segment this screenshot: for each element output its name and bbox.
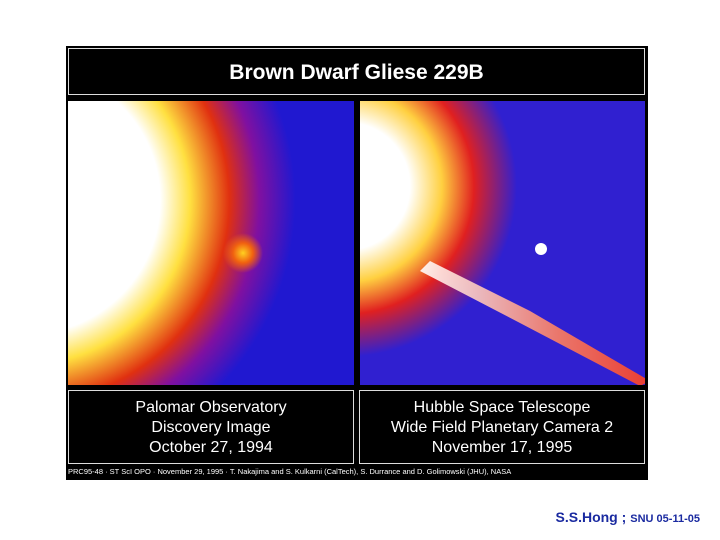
palomar-image <box>68 101 354 385</box>
caption-line: Discovery Image <box>151 419 271 436</box>
caption-line: Wide Field Planetary Camera 2 <box>390 419 614 436</box>
caption-line: Palomar Observatory <box>135 399 287 416</box>
caption-line: Hubble Space Telescope <box>413 399 591 416</box>
title: Brown Dwarf Gliese 229B <box>68 48 645 95</box>
footer: S.S.Hong ; SNU 05-11-05 <box>556 509 701 527</box>
hubble-image <box>360 101 645 385</box>
credit: PRC95-48 · ST ScI OPO · November 29, 199… <box>68 467 512 476</box>
affiliation: SNU 05-11-05 <box>630 513 700 525</box>
author: S.S.Hong ; <box>555 509 627 525</box>
caption: Hubble Space Telescope Wide Field Planet… <box>359 390 645 464</box>
caption-line: October 27, 1994 <box>149 439 273 456</box>
caption: Palomar Observatory Discovery Image Octo… <box>68 390 354 464</box>
caption-line: November 17, 1995 <box>431 439 573 456</box>
